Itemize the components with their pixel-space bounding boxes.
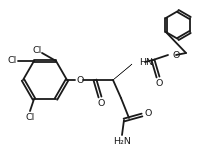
Text: Cl: Cl bbox=[25, 113, 35, 122]
Text: O: O bbox=[97, 98, 105, 107]
Text: HN: HN bbox=[139, 57, 153, 66]
Text: Cl: Cl bbox=[32, 46, 42, 55]
Text: O: O bbox=[144, 108, 152, 117]
Text: O: O bbox=[76, 76, 84, 85]
Text: H₂N: H₂N bbox=[113, 137, 131, 146]
Text: O: O bbox=[172, 51, 179, 60]
Text: Cl: Cl bbox=[7, 56, 17, 65]
Polygon shape bbox=[113, 64, 132, 80]
Text: O: O bbox=[155, 78, 163, 87]
